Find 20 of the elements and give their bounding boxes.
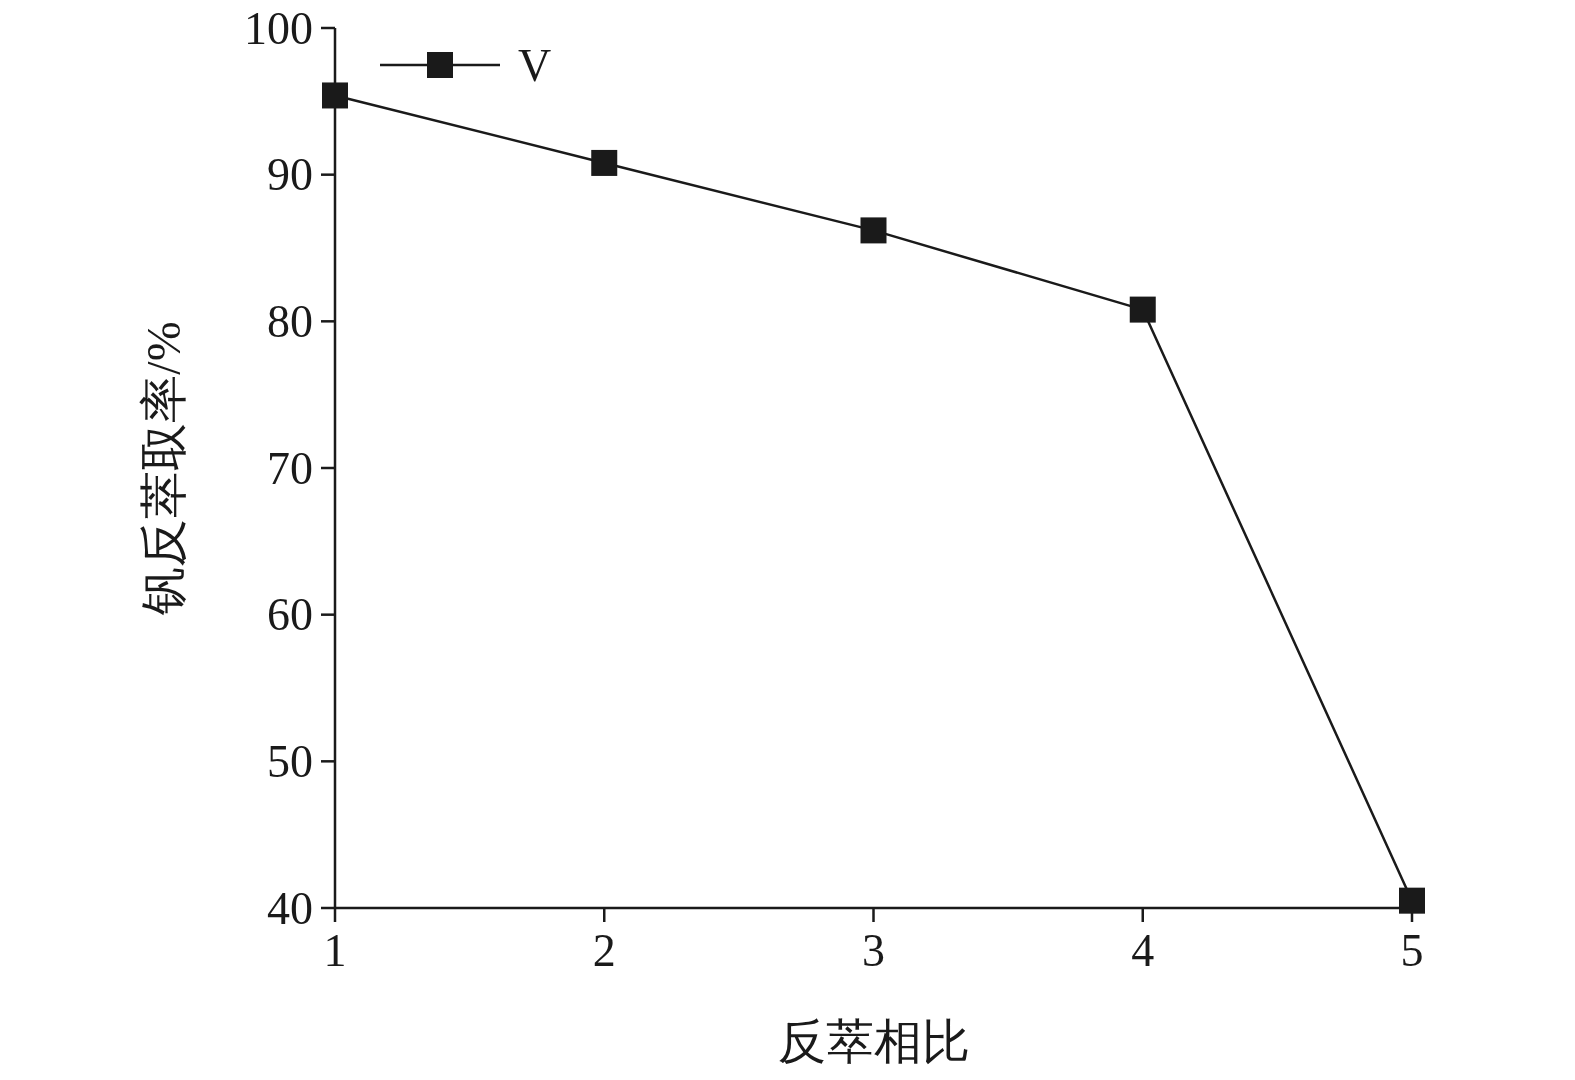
y-tick-label: 50: [267, 735, 313, 787]
x-tick-label: 5: [1400, 925, 1424, 976]
y-tick-label: 100: [244, 2, 313, 54]
x-tick-label: 2: [592, 925, 616, 976]
x-tick-label: 4: [1131, 925, 1155, 976]
point: [1129, 296, 1156, 323]
y-tick-label: 60: [267, 589, 313, 641]
x-tick-label: 1: [323, 925, 347, 976]
legend-label: V: [518, 39, 552, 91]
x-axis-title: 反萃相比: [777, 1015, 970, 1068]
point: [591, 149, 618, 176]
point: [860, 217, 887, 244]
y-tick-label: 70: [267, 442, 313, 494]
point: [322, 82, 348, 109]
y-tick-label: 90: [267, 149, 313, 201]
y-tick-label: 80: [267, 295, 313, 347]
y-tick-label: 40: [267, 882, 313, 934]
point: [1399, 887, 1425, 914]
x-tick-label: 3: [862, 925, 885, 976]
y-axis-title: 钒反萃取率/%: [137, 321, 190, 616]
